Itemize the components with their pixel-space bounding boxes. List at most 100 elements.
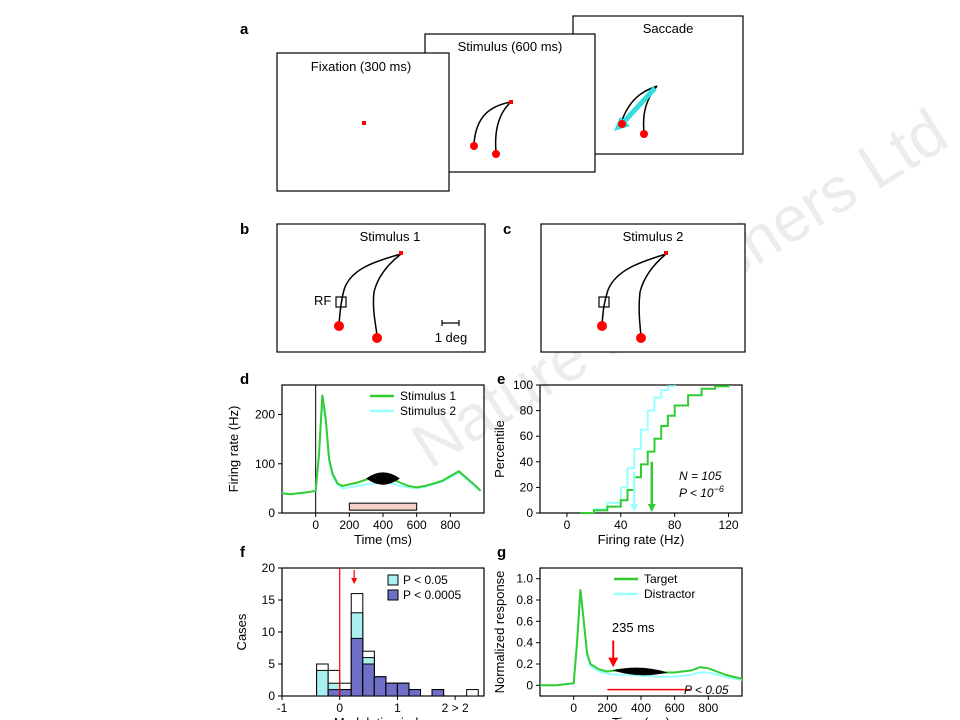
y-tick-label: 0.6 — [516, 614, 533, 628]
annotation-n: N = 105 — [679, 469, 722, 483]
y-tick-label: 0 — [526, 678, 533, 692]
x-tick-label: 200 — [339, 518, 359, 532]
y-tick-label: 0.8 — [516, 593, 533, 607]
x-tick-label: 600 — [407, 518, 427, 532]
y-tick-label: 100 — [513, 378, 533, 392]
panel-c-label: c — [503, 221, 511, 238]
x-tick-label: 400 — [373, 518, 393, 532]
x-tick-label: 80 — [668, 518, 682, 532]
x-axis-label: Modulation index — [334, 715, 433, 720]
stimulus-2-curve-b — [638, 253, 667, 337]
legend-swatch — [387, 589, 399, 601]
stimulus-1-target-dot — [334, 321, 344, 331]
saccade-distractor-dot — [640, 130, 648, 138]
x-tick-label: 800 — [698, 701, 718, 715]
onset-label: 235 ms — [612, 620, 655, 635]
y-tick-label: 80 — [520, 404, 534, 418]
y-tick-label: 1.0 — [516, 572, 533, 586]
y-tick-label: 0.2 — [516, 657, 533, 671]
significance-region — [612, 667, 668, 676]
y-axis-label: Percentile — [492, 420, 507, 478]
y-tick-label: 20 — [262, 561, 276, 575]
x-tick-label: 120 — [719, 518, 739, 532]
chart-g: 0 200 400 600 800 0 0.2 0.4 0.6 0.8 1.0 Time (ms) No… — [492, 567, 743, 720]
onset-arrowhead — [608, 657, 619, 668]
legend-label: P < 0.05 — [403, 573, 448, 587]
y-axis-label: Firing rate (Hz) — [226, 406, 241, 493]
x-tick-label: 800 — [440, 518, 460, 532]
saccade-screen-label: Saccade — [643, 21, 694, 36]
x-axis-label: Time (ms) — [354, 532, 412, 547]
legend-label: Target — [644, 572, 678, 586]
y-axis-label: Normalized response — [492, 571, 507, 694]
y-tick-label: 60 — [520, 429, 534, 443]
receptive-field-box-2 — [598, 296, 610, 308]
stimulus-1-frame — [276, 223, 486, 353]
panel-b: Stimulus 1 RF 1 deg — [276, 223, 486, 353]
bar-p0005 — [327, 689, 341, 697]
x-tick-label: 0 — [570, 701, 577, 715]
panel-b-label: b — [240, 221, 249, 238]
stimulus-1-distractor-dot — [372, 333, 382, 343]
y-axis-label: Cases — [234, 613, 249, 650]
y-tick-label: 10 — [262, 625, 276, 639]
stimulus-1-fixation — [399, 251, 403, 255]
legend-label: P < 0.0005 — [403, 588, 461, 602]
x-tick-label: 400 — [631, 701, 651, 715]
panel-a: Saccade Stimulus (600 ms) Fixation (300 … — [276, 15, 744, 192]
stimulus-screen-label: Stimulus (600 ms) — [458, 39, 563, 54]
saccade-target-dot — [618, 120, 626, 128]
saccade-screen — [572, 15, 744, 155]
stimulus-2-target-dot — [597, 321, 607, 331]
x-tick-label: 0 — [564, 518, 571, 532]
y-tick-label: 100 — [255, 457, 275, 471]
x-tick-label: -1 — [277, 701, 288, 715]
stimulus-distractor-dot — [492, 150, 500, 158]
stimulus-2-curve-a — [601, 253, 667, 325]
y-tick-label: 0 — [268, 506, 275, 520]
y-tick-label: 15 — [262, 593, 276, 607]
x-tick-label: 200 — [597, 701, 617, 715]
x-axis-label: Time (ms) — [612, 715, 670, 720]
bar-p0005 — [350, 637, 364, 697]
panel-g-label: g — [497, 544, 506, 561]
fixation-point — [362, 121, 366, 125]
bar-p0005 — [339, 689, 352, 697]
legend-label: Distractor — [644, 587, 695, 601]
x-tick-label: 1 — [394, 701, 401, 715]
plot-frame — [539, 384, 743, 514]
y-tick-label: 5 — [268, 657, 275, 671]
panel-d-label: d — [240, 371, 249, 388]
panel-a-label: a — [240, 21, 249, 38]
saccade-arrow — [620, 86, 657, 126]
y-tick-label: 0.4 — [516, 636, 533, 650]
bar-p0005 — [385, 682, 398, 697]
y-tick-label: 0 — [526, 506, 533, 520]
x-tick-label: 40 — [614, 518, 628, 532]
annotation-p: P < 0.05 — [684, 683, 729, 697]
significance-region — [366, 472, 400, 485]
fixation-screen-label: Fixation (300 ms) — [311, 59, 411, 74]
bar-p0005 — [362, 663, 375, 697]
stimulus-curve-2 — [494, 101, 512, 153]
receptive-field-box — [335, 296, 347, 308]
x-tick-label: 0 — [312, 518, 319, 532]
analysis-window-bar — [348, 502, 418, 511]
x-tick-label: 2 > 2 — [442, 701, 469, 715]
bar-p0005 — [373, 676, 387, 697]
legend-label: Stimulus 1 — [400, 389, 456, 403]
median-arrowhead-stimulus-2 — [630, 504, 639, 512]
stimulus-1-curve-b — [372, 253, 402, 337]
panel-c: Stimulus 2 — [540, 223, 746, 353]
rf-label: RF — [314, 293, 331, 308]
stimulus-2-fixation — [664, 251, 668, 255]
legend-label: Stimulus 2 — [400, 404, 456, 418]
y-tick-label: 200 — [255, 408, 275, 422]
bar-p0005 — [408, 689, 422, 697]
median-arrowhead-stimulus-1 — [647, 504, 656, 512]
y-tick-label: 0 — [268, 689, 275, 703]
stimulus-2-title: Stimulus 2 — [623, 229, 684, 244]
